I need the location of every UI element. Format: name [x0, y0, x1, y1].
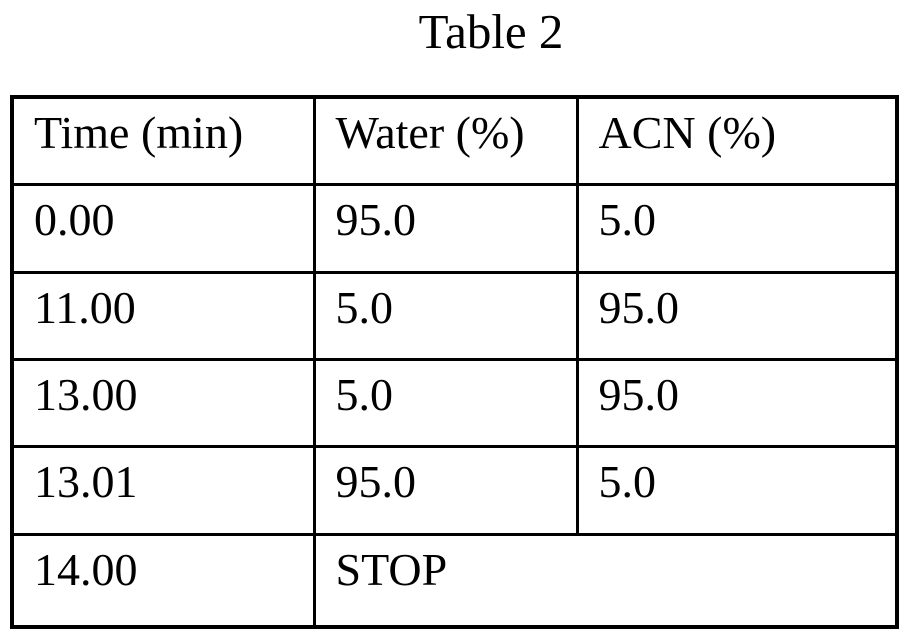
cell-acn: 95.0 — [575, 270, 899, 361]
cell-water: 5.0 — [312, 270, 579, 361]
cell-acn: 5.0 — [575, 182, 899, 274]
cell-water: 95.0 — [312, 182, 579, 274]
cell-water: 5.0 — [312, 357, 579, 448]
cell-water: 95.0 — [312, 444, 579, 536]
table-stop-row: 14.00 STOP — [10, 532, 899, 629]
cell-acn: 5.0 — [575, 444, 899, 536]
gradient-table: Time (min) Water (%) ACN (%) 0.00 95.0 5… — [10, 95, 899, 629]
cell-time: 0.00 — [10, 182, 316, 274]
table-row: 13.00 5.0 95.0 — [10, 357, 899, 448]
cell-stop: STOP — [312, 532, 899, 629]
header-acn: ACN (%) — [575, 95, 899, 186]
table-title: Table 2 — [418, 4, 564, 59]
table-row: 11.00 5.0 95.0 — [10, 270, 899, 361]
table-header-row: Time (min) Water (%) ACN (%) — [10, 95, 899, 186]
cell-time: 11.00 — [10, 270, 316, 361]
cell-acn: 95.0 — [575, 357, 899, 448]
header-time: Time (min) — [10, 95, 316, 186]
cell-time: 13.01 — [10, 444, 316, 536]
header-water: Water (%) — [312, 95, 579, 186]
table-row: 13.01 95.0 5.0 — [10, 444, 899, 536]
table-row: 0.00 95.0 5.0 — [10, 182, 899, 274]
cell-time: 13.00 — [10, 357, 316, 448]
cell-time: 14.00 — [10, 532, 316, 629]
